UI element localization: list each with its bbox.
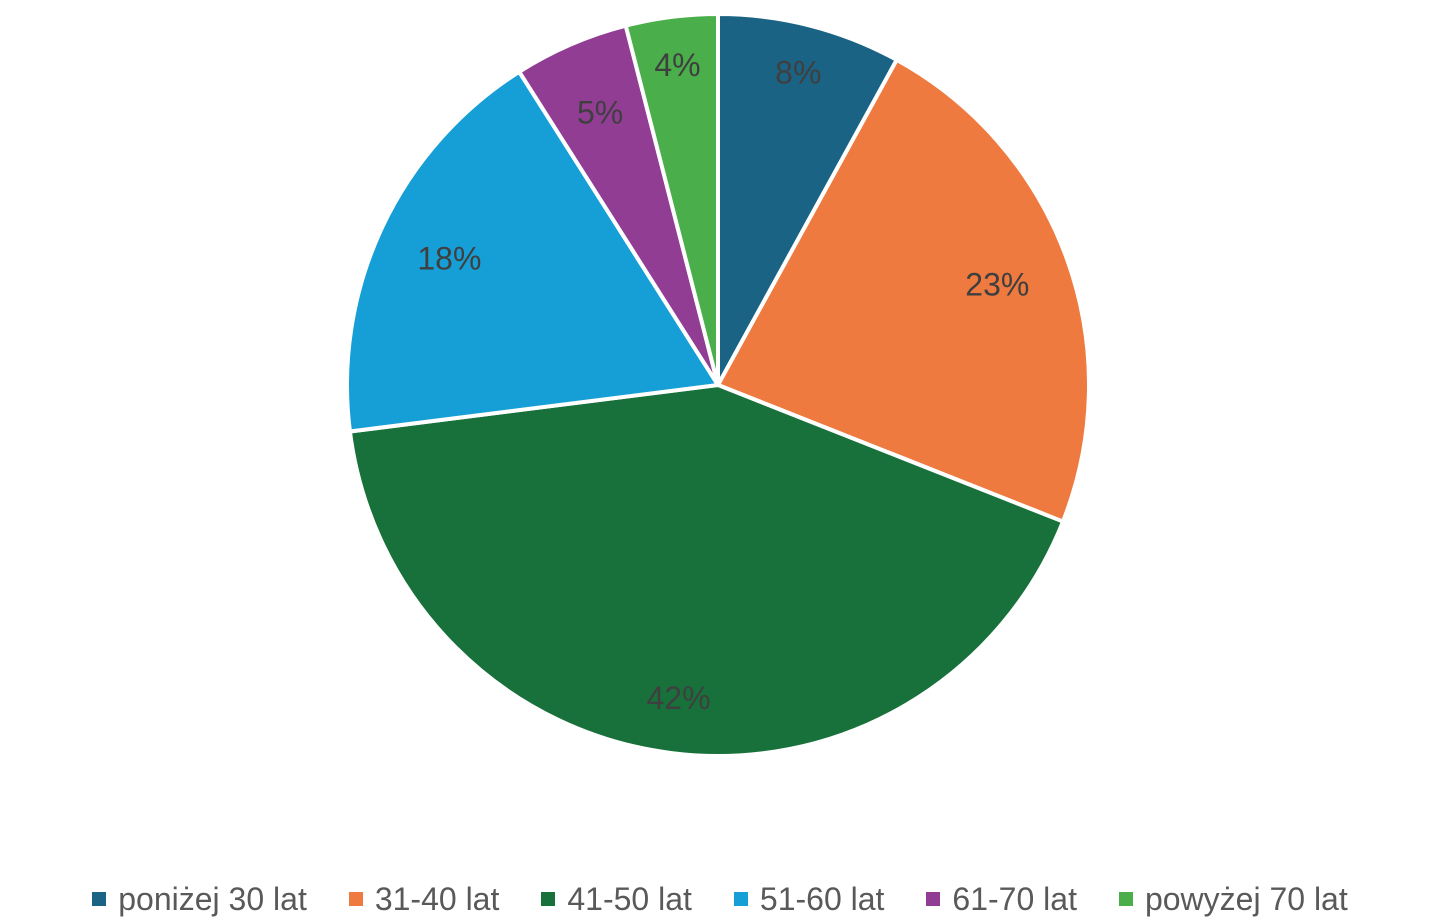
- legend-label: poniżej 30 lat: [118, 880, 307, 917]
- pie-slice-powyz-ej-70-lat: [623, 12, 720, 387]
- legend-swatch: [926, 892, 941, 906]
- pie-chart: 8% 23% 42% 18% 5% 4%: [345, 12, 1091, 758]
- legend-item-51-60-lat: 51-60 lat: [733, 880, 885, 918]
- legend-label: powyżej 70 lat: [1144, 880, 1348, 917]
- legend-item-31-40-lat: 31-40 lat: [348, 880, 500, 918]
- legend-item-powyz-ej-70-lat: powyżej 70 lat: [1118, 880, 1348, 918]
- pie-slices: [345, 12, 1091, 758]
- legend-swatch: [541, 892, 556, 906]
- legend-label: 61-70 lat: [952, 880, 1077, 917]
- legend-swatch: [348, 892, 363, 906]
- slice-label-31-40-lat: 23%: [965, 267, 1029, 303]
- legend-label: 41-50 lat: [567, 880, 692, 917]
- legend-swatch: [1118, 892, 1133, 906]
- legend-swatch: [92, 892, 107, 906]
- pie-slice-31-40-lat: [716, 57, 1091, 524]
- legend-item-61-70-lat: 61-70 lat: [926, 881, 1077, 918]
- pie-slice-labels: 8% 23% 42% 18% 5% 4%: [417, 47, 1029, 716]
- slice-label-powyz-ej-70-lat: 4%: [654, 47, 700, 83]
- legend-swatch: [733, 892, 748, 906]
- slice-label-61-70-lat: 5%: [577, 95, 623, 131]
- slice-label-51-60-lat: 18%: [417, 241, 481, 277]
- pie-slice-poniz-ej-30-lat: [716, 12, 899, 387]
- legend-item-poniz-ej-30-lat: poniżej 30 lat: [92, 881, 307, 918]
- pie-slice-41-50-lat: [347, 383, 1065, 758]
- pie-slice-51-60-lat: [345, 69, 720, 434]
- legend-label: 51-60 lat: [759, 880, 885, 917]
- slice-label-poniz-ej-30-lat: 8%: [775, 54, 821, 90]
- legend-label: 31-40 lat: [374, 880, 500, 917]
- legend-item-41-50-lat: 41-50 lat: [541, 881, 692, 918]
- slice-label-41-50-lat: 42%: [646, 680, 710, 716]
- chart-legend: poniżej 30 lat 31-40 lat 41-50 lat 51-60 la…: [0, 874, 1440, 924]
